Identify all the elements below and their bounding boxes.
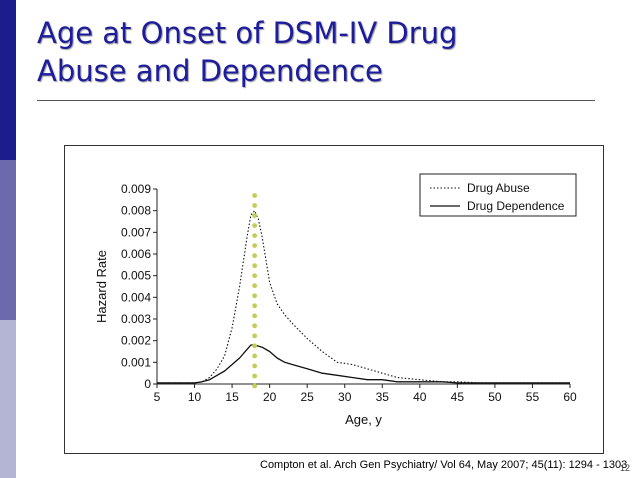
y-tick-label: 0.009 — [121, 182, 151, 196]
y-tick-label: 0.005 — [121, 269, 151, 283]
age-marker-dot — [252, 313, 258, 319]
x-tick-label: 45 — [451, 390, 465, 404]
age-marker-dot — [252, 363, 258, 369]
x-tick-label: 60 — [563, 390, 577, 404]
x-tick-label: 30 — [338, 390, 352, 404]
legend-label-drug-dependence: Drug Dependence — [467, 199, 565, 213]
age-marker-dot — [252, 323, 258, 329]
x-tick-label: 20 — [263, 390, 277, 404]
age-marker-dot — [252, 263, 258, 269]
age-marker-dot — [252, 223, 258, 229]
sidebar-accent-middle — [0, 160, 16, 320]
sidebar-accent-top — [0, 0, 16, 160]
y-tick-label: 0 — [144, 377, 151, 391]
y-tick-label: 0.007 — [121, 225, 151, 239]
citation: Compton et al. Arch Gen Psychiatry/ Vol … — [260, 459, 628, 471]
slide-title-line-2: Abuse and Dependence — [37, 54, 383, 88]
page-number: 12 — [620, 463, 631, 473]
age-marker-dot — [252, 283, 258, 289]
x-tick-label: 55 — [526, 390, 540, 404]
sidebar-accent-bottom — [0, 320, 16, 478]
x-tick-label: 35 — [376, 390, 390, 404]
drug-dependence-line — [157, 344, 570, 384]
legend-box — [419, 173, 577, 217]
title-divider — [37, 100, 595, 101]
age-marker-dot — [252, 243, 258, 249]
age-marker-dot — [252, 373, 258, 379]
y-tick-label: 0.006 — [121, 247, 151, 261]
y-tick-label: 0.008 — [121, 204, 151, 218]
age-marker-dot — [252, 353, 258, 359]
y-tick-label: 0.004 — [121, 290, 151, 304]
x-tick-label: 40 — [413, 390, 427, 404]
x-tick-label: 10 — [188, 390, 202, 404]
age-marker-dot — [252, 213, 258, 219]
x-tick-label: 15 — [225, 390, 239, 404]
age-marker-dot — [252, 253, 258, 259]
age-marker-dot — [252, 233, 258, 239]
age-marker-dot — [252, 203, 258, 208]
slide-title-line-1: Age at Onset of DSM-IV Drug — [37, 16, 458, 50]
y-tick-label: 0.003 — [121, 312, 151, 326]
age-marker-dot — [252, 343, 258, 349]
age-marker-dot — [252, 293, 258, 299]
x-tick-label: 50 — [488, 390, 502, 404]
age-marker-dot — [252, 273, 258, 279]
y-axis-label: Hazard Rate — [94, 250, 109, 323]
age-marker-dot — [252, 383, 258, 389]
drug-abuse-line — [157, 210, 570, 384]
x-tick-label: 25 — [301, 390, 315, 404]
x-tick-label: 5 — [154, 390, 161, 404]
age-marker-dot — [252, 303, 258, 309]
x-axis-label: Age, y — [345, 412, 382, 427]
legend-label-drug-abuse: Drug Abuse — [467, 181, 530, 195]
y-tick-label: 0.001 — [121, 355, 151, 369]
age-marker-dot — [252, 333, 258, 339]
y-tick-label: 0.002 — [121, 334, 151, 348]
age-marker-dot — [252, 193, 258, 198]
slide-title: Age at Onset of DSM-IV Drug Abuse and De… — [37, 14, 617, 90]
